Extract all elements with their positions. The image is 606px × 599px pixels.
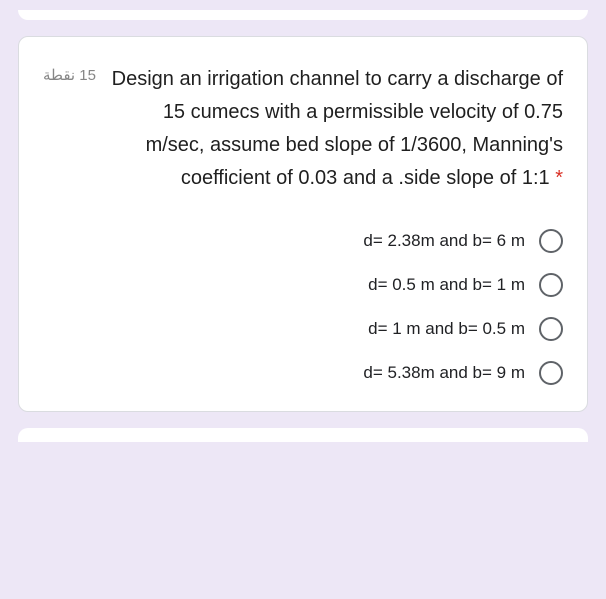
points-label: 15 نقطة	[43, 63, 96, 89]
options-group: d= 2.38m and b= 6 m d= 0.5 m and b= 1 m …	[43, 229, 563, 385]
option-label: d= 5.38m and b= 9 m	[363, 363, 525, 383]
option-2[interactable]: d= 1 m and b= 0.5 m	[43, 317, 563, 341]
previous-card-edge	[18, 10, 588, 20]
option-label: d= 2.38m and b= 6 m	[363, 231, 525, 251]
question-header: 15 نقطة Design an irrigation channel to …	[43, 63, 563, 195]
question-text: Design an irrigation channel to carry a …	[110, 63, 563, 195]
option-0[interactable]: d= 2.38m and b= 6 m	[43, 229, 563, 253]
radio-unchecked-icon	[539, 229, 563, 253]
option-1[interactable]: d= 0.5 m and b= 1 m	[43, 273, 563, 297]
radio-unchecked-icon	[539, 317, 563, 341]
question-card: 15 نقطة Design an irrigation channel to …	[18, 36, 588, 412]
radio-unchecked-icon	[539, 273, 563, 297]
next-card-edge	[18, 428, 588, 442]
radio-unchecked-icon	[539, 361, 563, 385]
option-3[interactable]: d= 5.38m and b= 9 m	[43, 361, 563, 385]
option-label: d= 0.5 m and b= 1 m	[368, 275, 525, 295]
question-body: Design an irrigation channel to carry a …	[112, 68, 563, 189]
option-label: d= 1 m and b= 0.5 m	[368, 319, 525, 339]
required-marker: *	[555, 167, 563, 189]
